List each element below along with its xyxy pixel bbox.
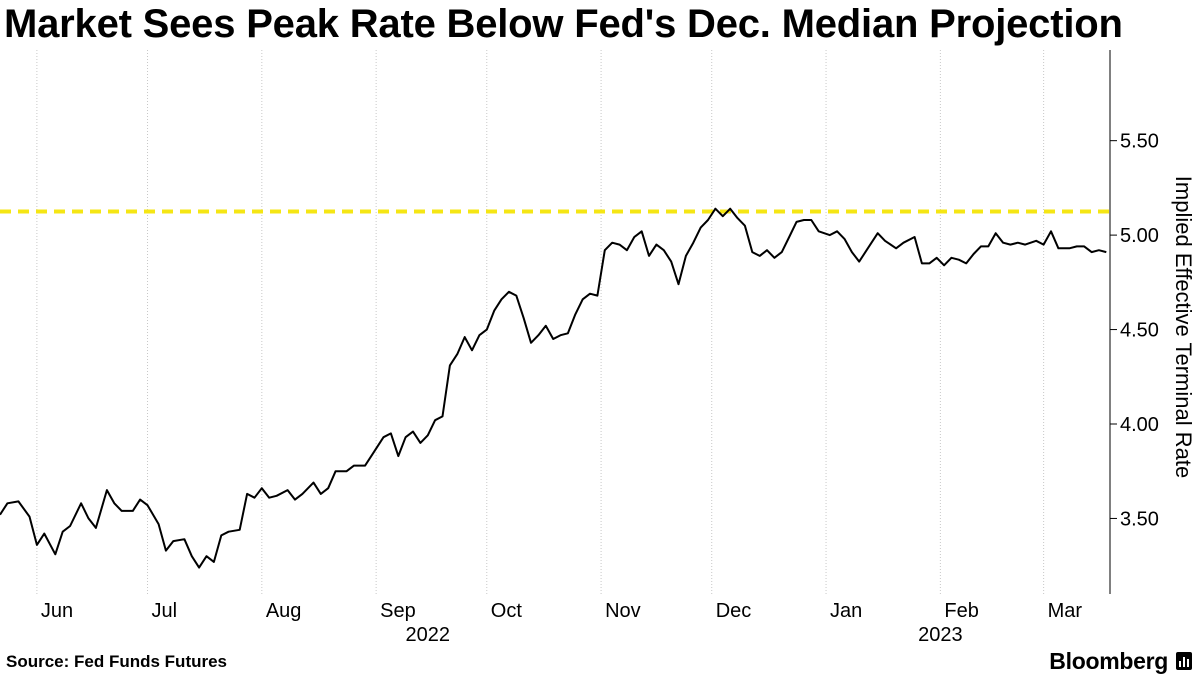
series-lines (0, 207, 1107, 569)
x-tick-label-jul: Jul (152, 600, 178, 622)
x-tick-label-dec: Dec (716, 600, 752, 622)
chart-title: Market Sees Peak Rate Below Fed's Dec. M… (4, 2, 1123, 46)
y-tick-label: 4.50 (1120, 320, 1159, 342)
x-tick-label-aug: Aug (266, 600, 302, 622)
x-tick-label-sep: Sep (380, 600, 416, 622)
gridlines (36, 50, 1045, 594)
x-tick-label-mar: Mar (1048, 600, 1083, 622)
y-tick-label: 4.00 (1120, 414, 1159, 436)
y-axis-label: Implied Effective Terminal Rate (1171, 176, 1196, 478)
series-line-0 (0, 207, 1107, 569)
bloomberg-chart-icon (1176, 652, 1192, 670)
x-tick-label-oct: Oct (491, 600, 523, 622)
brand-logo: Bloomberg (1049, 648, 1168, 674)
y-tick-label: 3.50 (1120, 508, 1159, 530)
x-tick-label-feb: Feb (944, 600, 978, 622)
x-axis: Jun Jul Aug Sep Oct Nov Dec Jan Feb Mar 2022 2023 (41, 600, 1083, 646)
year-label-2022: 2022 (406, 624, 451, 646)
y-tick-label: 5.00 (1120, 225, 1159, 247)
y-axis: 3.50 4.00 4.50 5.00 5.50 (1109, 50, 1159, 594)
x-tick-label-jan: Jan (830, 600, 862, 622)
x-tick-label-nov: Nov (605, 600, 641, 622)
x-tick-label-jun: Jun (41, 600, 73, 622)
year-label-2023: 2023 (918, 624, 963, 646)
y-tick-label: 5.50 (1120, 131, 1159, 153)
source-note: Source: Fed Funds Futures (6, 652, 228, 671)
